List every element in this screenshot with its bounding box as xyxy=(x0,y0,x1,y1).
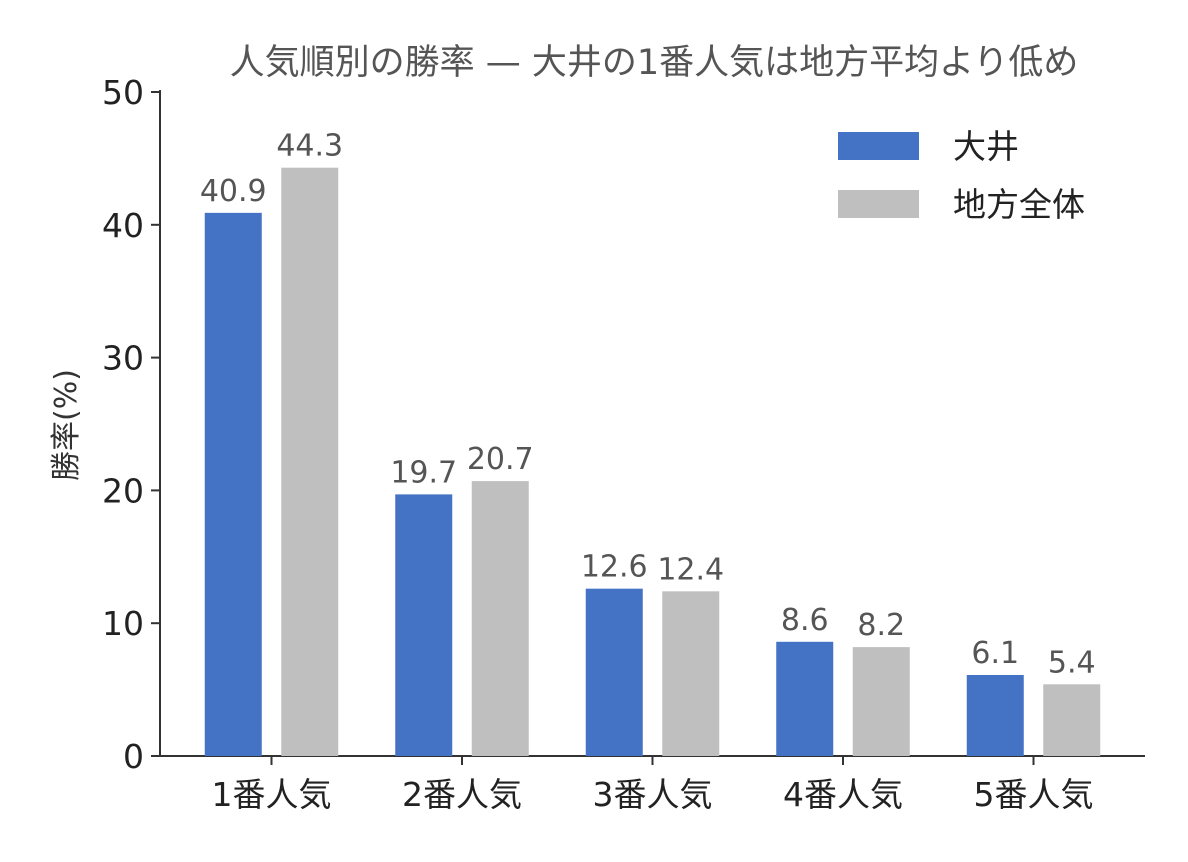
y-axis-label: 勝率(%) xyxy=(49,369,84,481)
bar-value-label: 12.6 xyxy=(581,550,648,585)
bar-1-2 xyxy=(395,494,453,756)
bar-value-label: 20.7 xyxy=(467,442,534,477)
bar-2-3 xyxy=(662,591,720,756)
bar-2-1 xyxy=(281,167,339,757)
x-tick-label: 3番人気 xyxy=(593,775,713,814)
bar-value-label: 6.1 xyxy=(971,636,1019,671)
legend-label: 大井 xyxy=(953,127,1019,166)
bar-value-label: 40.9 xyxy=(200,174,267,209)
y-axis: 0 10 20 30 40 50 xyxy=(102,73,160,776)
bar-1-4 xyxy=(776,641,834,756)
x-tick-label: 1番人気 xyxy=(212,775,332,814)
bars xyxy=(204,167,1101,757)
y-tick-label: 50 xyxy=(102,73,144,112)
bar-value-label: 19.7 xyxy=(390,455,457,490)
y-tick-label: 20 xyxy=(102,471,144,510)
bar-1-1 xyxy=(204,212,262,756)
bar-value-label: 5.4 xyxy=(1048,645,1096,680)
y-tick-label: 10 xyxy=(102,604,144,643)
x-tick-label: 2番人気 xyxy=(402,775,522,814)
x-tick-label: 4番人気 xyxy=(783,775,903,814)
data-labels: 40.9 19.7 12.6 8.6 6.1 44.3 20.7 12.4 8.2 5.4 xyxy=(200,129,1096,681)
y-tick-label: 40 xyxy=(102,206,144,245)
legend-label: 地方全体 xyxy=(953,185,1085,224)
bar-value-label: 44.3 xyxy=(276,129,343,164)
y-tick-label: 0 xyxy=(123,737,144,776)
bar-value-label: 8.6 xyxy=(781,603,829,638)
bar-1-3 xyxy=(585,588,643,756)
x-tick-label: 5番人気 xyxy=(974,775,1094,814)
x-axis: 1番人気 2番人気 3番人気 4番人気 5番人気 xyxy=(212,756,1094,814)
legend-swatch xyxy=(838,190,919,218)
bar-value-label: 12.4 xyxy=(657,552,724,587)
chart-title: 人気順別の勝率 — 大井の1番人気は地方平均より低め xyxy=(230,43,1079,83)
bar-2-2 xyxy=(471,481,529,756)
bar-value-label: 8.2 xyxy=(857,608,905,643)
legend-swatch xyxy=(838,132,919,160)
y-tick-label: 30 xyxy=(102,339,144,378)
bar-2-4 xyxy=(852,647,910,756)
bar-2-5 xyxy=(1043,684,1101,756)
bar-1-5 xyxy=(966,674,1024,756)
